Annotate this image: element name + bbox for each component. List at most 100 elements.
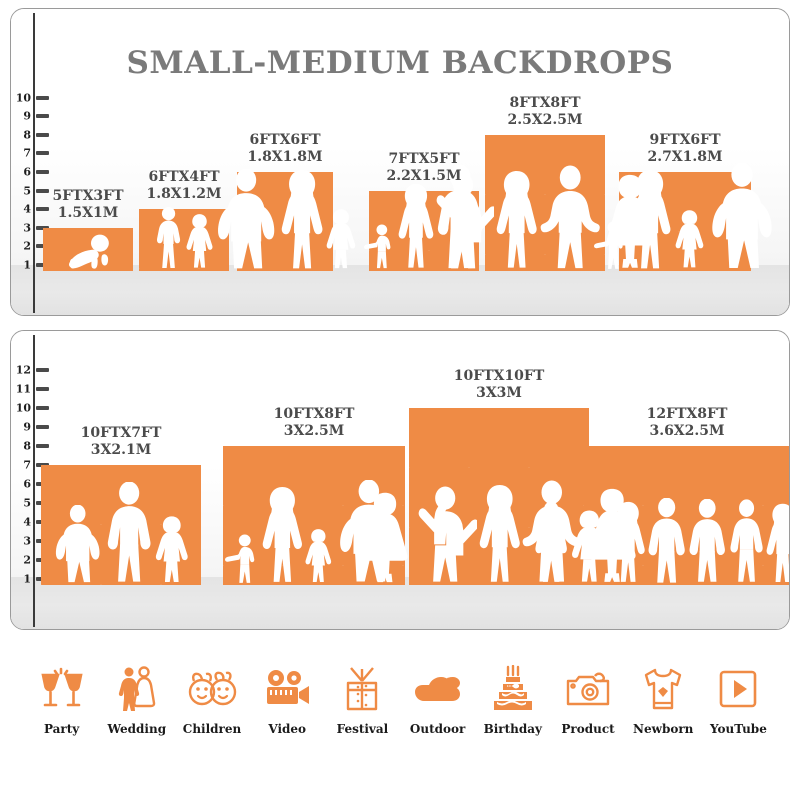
bar-size-label: 10FTX10FT 3X3M [409, 368, 589, 402]
y-axis-tick-label: 4 [23, 515, 31, 529]
bar-size-feet: 10FTX7FT [80, 425, 162, 441]
icon-cell-children[interactable]: Children [174, 660, 249, 736]
y-axis-line-top [33, 13, 35, 313]
bar-size-meters: 1.8X1.2M [146, 186, 222, 203]
bar-size-meters: 3X2.1M [90, 442, 152, 458]
bar-size-label: 8FTX8FT 2.5X2.5M [455, 95, 635, 129]
y-axis-tick-label: 2 [23, 239, 31, 253]
bar-size-feet: 6FTX4FT [148, 169, 220, 186]
y-axis-tick [36, 95, 49, 100]
wedding-couple-icon [117, 660, 157, 718]
y-axis-tick-label: 7 [23, 146, 31, 160]
backdrop-size-bar [139, 209, 229, 271]
icon-label: Party [43, 722, 80, 736]
y-axis-tick-label: 6 [23, 477, 31, 491]
icon-cell-birthday[interactable]: Birthday [475, 660, 550, 736]
y-axis-tick [36, 387, 49, 391]
backdrop-size-bar [409, 408, 589, 585]
icon-label: Newborn [633, 722, 694, 736]
bar-size-feet: 7FTX5FT [388, 150, 460, 167]
bar-size-feet: 8FTX8FT [509, 94, 581, 111]
bar-size-feet: 10FTX8FT [273, 406, 355, 422]
bar-size-label: 12FTX8FT 3.6X2.5M [597, 406, 777, 440]
icon-label: Product [561, 722, 615, 736]
bar-size-meters: 2.7X1.8M [647, 149, 723, 165]
y-axis-tick [36, 170, 49, 174]
backdrop-size-bar [41, 465, 201, 585]
bar-size-feet: 12FTX8FT [646, 406, 728, 422]
backdrop-size-bar [223, 446, 405, 585]
backdrop-size-bar [619, 172, 751, 271]
large-chart-panel: 12 11 10 9 8 7 6 5 4 3 2 1 10FTX7FT 3X2.1M 10FTX8FT 3… [10, 330, 790, 630]
backdrop-size-bar [43, 227, 133, 271]
icon-cell-video[interactable]: Video [250, 660, 325, 736]
y-axis-tick [36, 406, 49, 410]
y-axis-line-bottom [33, 335, 35, 627]
y-axis-tick-label: 1 [23, 258, 31, 272]
bar-size-meters: 3X2.5M [283, 423, 345, 439]
children-faces-icon [186, 660, 238, 718]
y-axis-tick [36, 368, 49, 372]
icon-label: Video [268, 722, 307, 736]
bar-size-label: 9FTX6FT 2.7X1.8M [595, 132, 775, 166]
chart-floor [11, 265, 789, 315]
page-title: SMALL-MEDIUM BACKDROPS [126, 45, 674, 81]
birthday-cake-icon [490, 660, 536, 718]
y-axis-tick-label: 8 [23, 439, 31, 453]
y-axis-tick [36, 207, 49, 212]
y-axis-tick [36, 151, 49, 156]
bar-size-meters: 3X3M [476, 385, 522, 401]
photo-camera-icon [565, 660, 611, 718]
icon-label: YouTube [710, 722, 767, 736]
y-axis-tick-label: 1 [23, 572, 31, 586]
icon-cell-festival[interactable]: Festival [325, 660, 400, 736]
icon-cell-product[interactable]: Product [550, 660, 625, 736]
icon-cell-wedding[interactable]: Wedding [99, 660, 174, 736]
y-axis-tick-label: 8 [23, 128, 31, 142]
bar-size-label: 7FTX5FT 2.2X1.5M [334, 151, 514, 185]
y-axis-tick-label: 12 [15, 363, 31, 377]
icon-cell-youtube[interactable]: YouTube [701, 660, 776, 736]
icon-label: Wedding [107, 722, 167, 736]
bar-size-meters: 2.2X1.5M [386, 167, 462, 184]
bar-size-feet: 6FTX6FT [249, 132, 321, 148]
icon-cell-newborn[interactable]: Newborn [626, 660, 701, 736]
y-axis-tick [36, 244, 49, 249]
y-axis-tick [36, 444, 49, 448]
video-camera-icon [263, 660, 311, 718]
backdrop-size-bar [583, 446, 789, 585]
icon-cell-outdoor[interactable]: Outdoor [400, 660, 475, 736]
y-axis-tick-label: 7 [23, 458, 31, 472]
y-axis-tick [36, 425, 49, 429]
cloud-icon [414, 660, 461, 718]
baby-onesie-icon [642, 660, 684, 718]
icon-label: Birthday [483, 722, 543, 736]
use-case-icon-strip: Party Wedding Children [10, 660, 790, 760]
bar-size-feet: 9FTX6FT [649, 132, 721, 148]
y-axis-tick-label: 10 [15, 401, 31, 415]
bar-size-label: 6FTX4FT 1.8X1.2M [94, 169, 274, 203]
party-glasses-icon [39, 660, 85, 718]
icon-label: Festival [336, 722, 389, 736]
bar-size-meters: 3.6X2.5M [649, 423, 725, 439]
y-axis-tick-label: 9 [23, 420, 31, 434]
y-axis-tick-label: 2 [23, 553, 31, 567]
backdrop-size-bar [369, 190, 479, 271]
y-axis-tick-label: 10 [15, 91, 31, 105]
icon-label: Outdoor [409, 722, 466, 736]
bar-size-label: 10FTX8FT 3X2.5M [224, 406, 404, 440]
y-axis-tick [36, 263, 49, 267]
bar-size-meters: 2.5X2.5M [507, 111, 583, 128]
bar-size-feet: 10FTX10FT [453, 368, 545, 384]
y-axis-tick-label: 11 [15, 382, 31, 396]
y-axis-tick [36, 225, 49, 230]
y-axis-tick-label: 5 [23, 496, 31, 510]
bar-size-label: 10FTX7FT 3X2.1M [31, 425, 211, 459]
gift-box-icon [340, 660, 384, 718]
chart-floor [11, 577, 789, 629]
y-axis-tick-label: 4 [23, 202, 31, 216]
y-axis-tick-label: 9 [23, 109, 31, 123]
y-axis-tick-label: 5 [23, 184, 31, 198]
icon-cell-party[interactable]: Party [24, 660, 99, 736]
bar-size-meters: 1.5X1M [57, 204, 119, 221]
